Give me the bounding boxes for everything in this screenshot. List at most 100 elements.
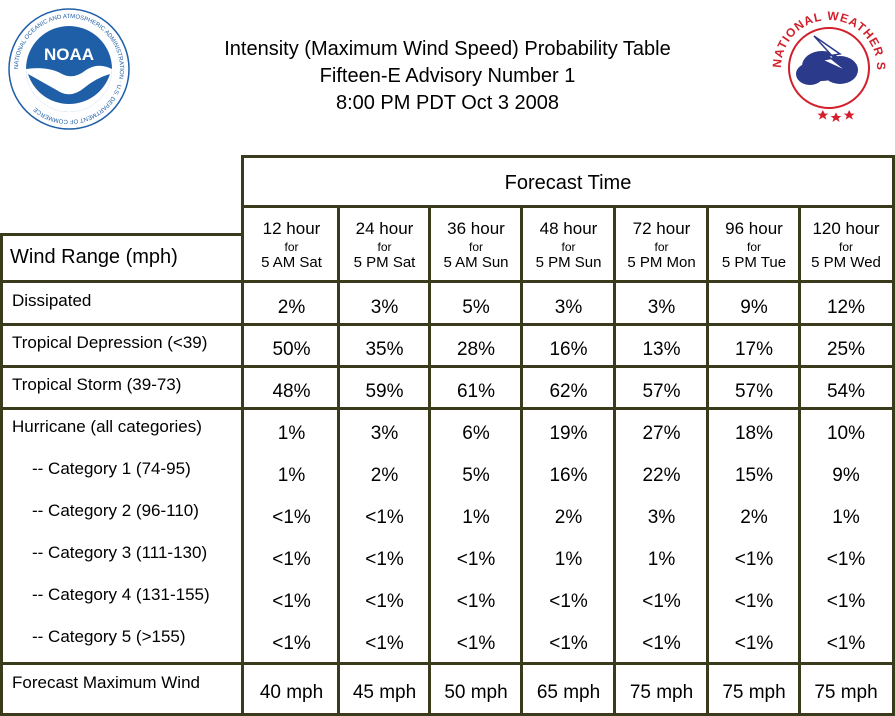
table-cell: 15% [734,465,774,486]
title-line-1: Intensity (Maximum Wind Speed) Probabili… [224,38,671,60]
table-cell: <1% [272,507,311,528]
table-cell: <1% [272,633,311,654]
column-header-2: 24 hour for 5 PM Sat [339,208,430,280]
table-cell: <1% [826,591,866,612]
table-cell: 62% [549,381,588,402]
row-group-divider [3,323,892,326]
table-cell: 13% [642,339,681,360]
table-cell: 17% [734,339,774,360]
table-cell: 75 mph [722,682,786,703]
table-cell: <1% [365,633,404,654]
row-label: -- Category 1 (74-95) [32,459,191,478]
table-cell: 1% [277,423,306,444]
forecast-time-box [241,155,895,283]
table-cell: 35% [365,339,404,360]
column-divider [520,205,523,713]
forecast-time-divider [244,205,892,208]
row-label: Dissipated [12,291,92,310]
table-cell: <1% [549,591,588,612]
table-cell: 50 mph [444,682,508,703]
table-cell: 57% [734,381,774,402]
row-group-divider [3,407,892,410]
column-for: for [654,240,669,254]
row-label: Forecast Maximum Wind [12,673,200,692]
table-cell: 1% [647,549,676,570]
column-header-3: 36 hour for 5 AM Sun [430,208,522,280]
column-valid-time: 5 AM Sun [443,254,509,271]
table-cell: 75 mph [814,682,878,703]
table-cell: <1% [642,633,681,654]
table-cell: <1% [456,591,496,612]
table-cell: 6% [462,423,490,444]
table-cell: 3% [647,297,676,318]
table-cell: 10% [826,423,866,444]
column-for: for [284,240,299,254]
table-cell: 2% [370,465,399,486]
column-hours: 12 hour [262,219,321,238]
table-cell: 59% [365,381,404,402]
table-cell: 45 mph [352,682,417,703]
column-hours: 36 hour [447,219,505,238]
row-label: -- Category 3 (111-130) [32,543,208,562]
column-hours: 72 hour [632,219,691,238]
column-header-6: 96 hour for 5 PM Tue [708,208,800,280]
column-hours: 120 hour [812,219,880,238]
column-divider [337,205,340,713]
table-cell: 57% [642,381,681,402]
table-cell: 75 mph [629,682,694,703]
table-cell: <1% [365,591,404,612]
column-header-4: 48 hour for 5 PM Sun [522,208,615,280]
table-cell: 19% [549,423,588,444]
table-cell: 16% [549,339,588,360]
column-divider [613,205,616,713]
table-cell: 1% [277,465,306,486]
noaa-logo: NOAA NATIONAL OCEANIC AND ATMOSPHERIC AD… [8,8,130,130]
table-cell: 5% [462,297,490,318]
column-hours: 48 hour [539,219,598,238]
table-cell: 3% [370,423,399,444]
row-label: -- Category 2 (96-110) [32,501,199,520]
table-cell: <1% [734,633,774,654]
wind-range-label: Wind Range (mph) [10,246,178,268]
table-cell: <1% [826,549,866,570]
title-line-2: Fifteen-E Advisory Number 1 [319,65,576,87]
table-cell: 50% [272,339,311,360]
table-cell: 5% [462,465,490,486]
row-group-divider [3,662,892,665]
row-label: Hurricane (all categories) [12,417,202,436]
table-cell: 61% [456,381,496,402]
table-cell: 2% [554,507,583,528]
title-line-3: 8:00 PM PDT Oct 3 2008 [335,92,560,114]
column-valid-time: 5 PM Sat [353,254,416,271]
table-cell: 3% [554,297,583,318]
table-cell: <1% [456,633,496,654]
noaa-logo-text: NOAA [44,45,94,64]
row-label: -- Category 5 (>155) [32,627,186,646]
column-valid-time: 5 PM Mon [627,254,696,271]
table-cell: <1% [734,549,774,570]
table-cell: 16% [549,465,588,486]
table-cell: 40 mph [259,682,324,703]
label-column-divider [241,280,244,713]
column-divider [706,205,709,713]
table-cell: <1% [272,591,311,612]
table-cell: 1% [462,507,490,528]
column-header-1: 12 hour for 5 AM Sat [244,208,339,280]
table-cell: 65 mph [536,682,601,703]
row-label: Tropical Storm (39-73) [12,375,182,394]
forecast-time-label: Forecast Time [504,172,632,194]
row-label: -- Category 4 (131-155) [32,585,210,604]
column-hours: 96 hour [725,219,783,238]
table-cell: 18% [734,423,774,444]
column-for: for [377,240,392,254]
column-divider [428,205,431,713]
column-header-7: 120 hour for 5 PM Wed [800,208,892,280]
table-body-box [0,280,895,716]
column-valid-time: 5 AM Sat [261,254,322,271]
table-cell: <1% [365,549,404,570]
column-divider [798,205,801,713]
nws-logo: NATIONAL WEATHER SERVICE [770,8,887,123]
table-cell: <1% [642,591,681,612]
column-for: for [746,240,761,254]
column-for: for [561,240,576,254]
